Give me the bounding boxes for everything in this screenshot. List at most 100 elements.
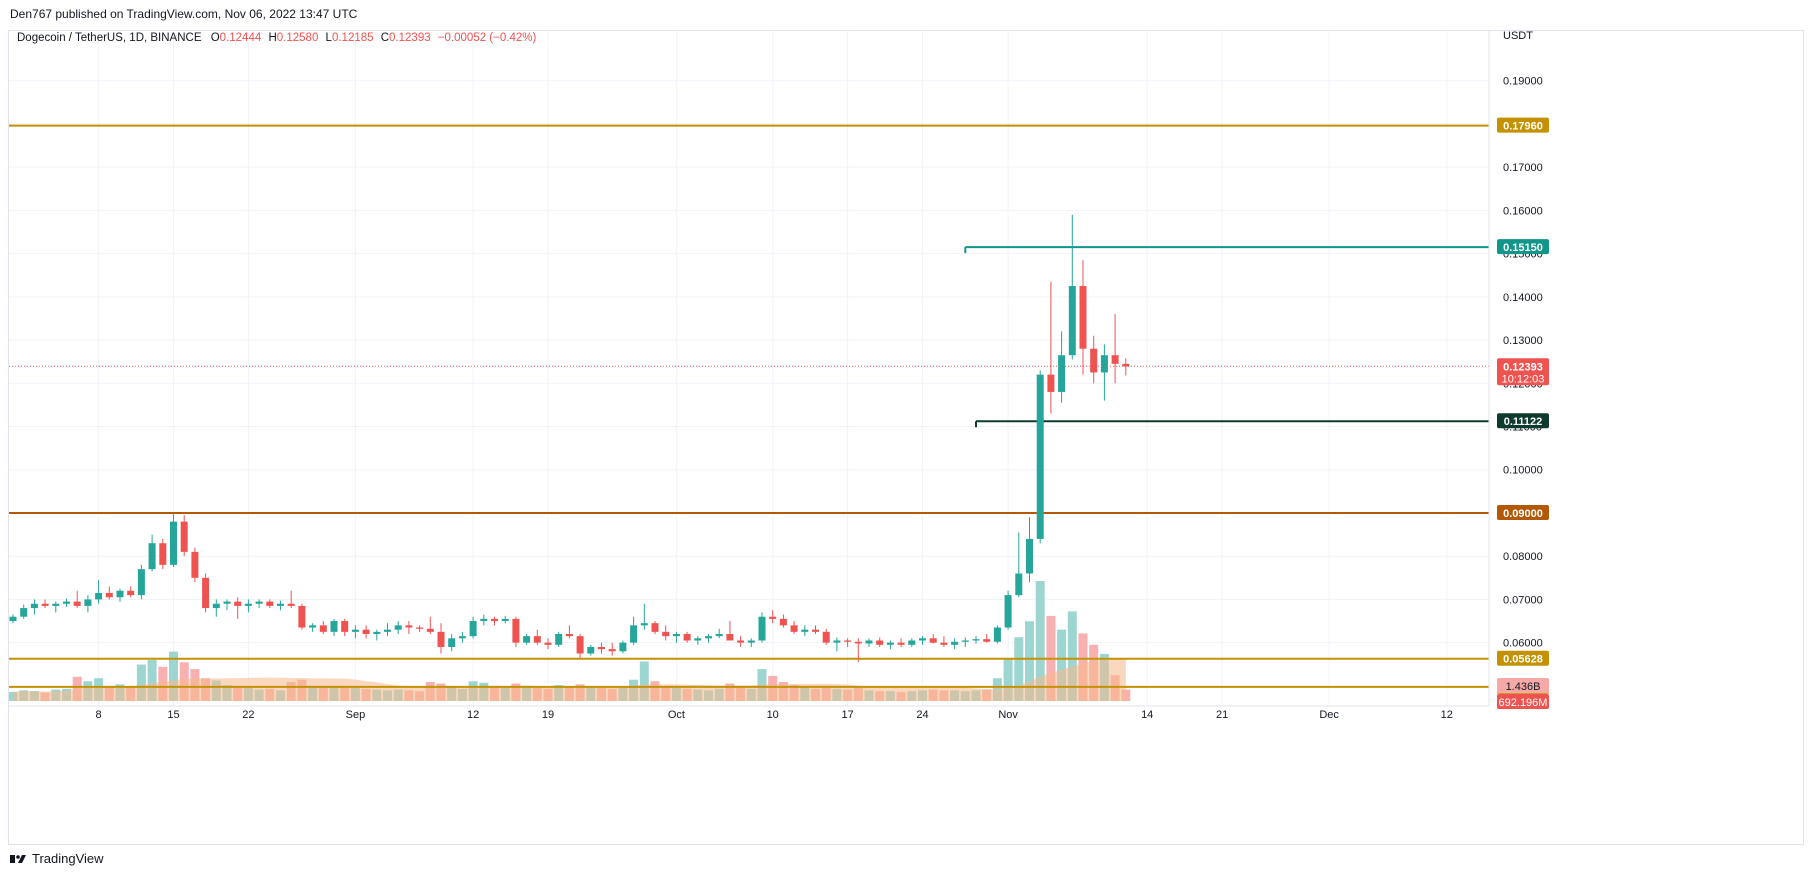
price-tick-label: 0.16000 — [1503, 205, 1543, 217]
candle-body — [384, 629, 391, 632]
volume-average-area — [13, 658, 1126, 701]
candle-body — [170, 521, 177, 565]
candle-body — [277, 603, 284, 606]
time-tick-label: 12 — [467, 709, 479, 721]
volume-bar — [136, 664, 146, 701]
price-tick-label: 0.19000 — [1503, 76, 1543, 88]
legend-change: −0.00052 (−0.42%) — [438, 32, 537, 44]
candle-body — [341, 621, 349, 632]
candle-body — [598, 646, 605, 650]
volume-bars — [9, 581, 1131, 701]
legend-low: 0.12185 — [332, 32, 374, 44]
segment-price-tag — [1497, 239, 1549, 255]
candle-body — [330, 621, 338, 632]
volume-value-label: 1.436B — [1506, 681, 1541, 693]
time-tick-label: 14 — [1141, 709, 1153, 721]
volume-bar — [1025, 621, 1034, 701]
price-tick-label: 0.06000 — [1503, 638, 1543, 650]
candle-body — [683, 634, 691, 641]
time-tick-label: Sep — [346, 709, 366, 721]
candle-body — [961, 640, 969, 642]
price-tick-label: 0.17000 — [1503, 162, 1543, 174]
level-price-label: 0.09000 — [1503, 508, 1543, 520]
candles — [9, 214, 1130, 663]
candle-body — [1068, 286, 1076, 356]
tradingview-brand[interactable]: TradingView — [32, 851, 104, 866]
level-price-tag — [1497, 117, 1549, 133]
candle-body — [63, 601, 70, 604]
candle-body — [865, 640, 873, 644]
candle-body — [405, 625, 413, 628]
candle-body — [565, 634, 573, 637]
candle-body — [929, 638, 937, 643]
legend-symbol[interactable]: Dogecoin / TetherUS, 1D, BINANCE — [17, 32, 202, 44]
candle-body — [512, 618, 520, 643]
volume-bar — [1035, 581, 1045, 701]
candle-body — [212, 603, 220, 609]
candle-body — [287, 603, 295, 606]
price-axis: 0.190000.180000.170000.160000.150000.140… — [1488, 31, 1549, 709]
candle-body — [309, 625, 317, 628]
candle-body — [854, 641, 862, 644]
volume-value-label: 692.196M — [1499, 697, 1548, 709]
time-tick-label: Dec — [1319, 709, 1339, 721]
candle-body — [726, 634, 734, 641]
time-tick-label: 19 — [542, 709, 554, 721]
time-tick-label: Oct — [668, 709, 685, 721]
candle-body — [52, 603, 60, 606]
candle-body — [159, 543, 167, 565]
time-tick-label: 10 — [767, 709, 779, 721]
candle-body — [73, 601, 81, 606]
candle-body — [608, 649, 616, 652]
candle-body — [480, 618, 488, 622]
legend-high-label: H — [268, 32, 276, 44]
symbol-legend: Dogecoin / TetherUS, 1D, BINANCE O0.1244… — [17, 32, 536, 44]
candle-body — [651, 623, 659, 632]
legend-low-label: L — [326, 32, 333, 44]
price-axis-unit: USDT — [1503, 31, 1533, 42]
candle-body — [876, 640, 884, 645]
candle-body — [523, 636, 531, 643]
candle-body — [84, 599, 92, 606]
chart-frame[interactable]: 0.190000.180000.170000.160000.150000.140… — [8, 30, 1804, 845]
legend-high: 0.12580 — [277, 32, 319, 44]
candle-body — [619, 642, 627, 652]
candle-body — [1079, 286, 1087, 349]
last-price-label: 0.12393 — [1503, 361, 1543, 373]
candle-body — [255, 601, 263, 604]
candle-body — [587, 646, 595, 654]
candle-body — [555, 634, 563, 645]
level-price-tag — [1497, 504, 1549, 520]
segment-price-tag — [1497, 413, 1549, 429]
candle-body — [491, 618, 498, 622]
candle-body — [919, 638, 926, 641]
candle-body — [416, 627, 424, 629]
candle-body — [951, 641, 959, 645]
candle-body — [533, 636, 541, 643]
last-price-tag — [1497, 358, 1549, 386]
candle-body — [105, 592, 113, 598]
time-tick-label: 15 — [167, 709, 179, 721]
candle-body — [705, 636, 712, 639]
candle-body — [1122, 363, 1130, 367]
countdown-label: 10:12:03 — [1502, 373, 1545, 385]
candle-body — [180, 521, 188, 552]
candle-body — [822, 631, 830, 643]
candle-body — [1090, 348, 1098, 373]
time-axis: 8 15 22 Sep 12 19 Oct 10 17 24 Nov 14 21 Dec 12 — [9, 705, 1489, 721]
candle-body — [373, 631, 381, 634]
legend-open: 0.12444 — [220, 32, 262, 44]
candle-body — [394, 625, 402, 630]
level-price-label: 0.17960 — [1503, 121, 1543, 133]
volume-value-tag — [1497, 678, 1549, 693]
candle-body — [137, 569, 145, 596]
candlestick-chart[interactable]: 0.190000.180000.170000.160000.150000.140… — [9, 31, 1805, 846]
candle-body — [202, 577, 210, 609]
candle-body — [1058, 355, 1066, 392]
candle-body — [95, 592, 103, 600]
price-tick-label: 0.10000 — [1503, 465, 1543, 477]
candle-body — [437, 631, 445, 647]
svg-text:Dogecoin / TetherUS, 1D, BINAN: Dogecoin / TetherUS, 1D, BINANCE O0.1244… — [17, 32, 536, 44]
candle-body — [576, 636, 584, 654]
candle-body — [30, 603, 38, 609]
